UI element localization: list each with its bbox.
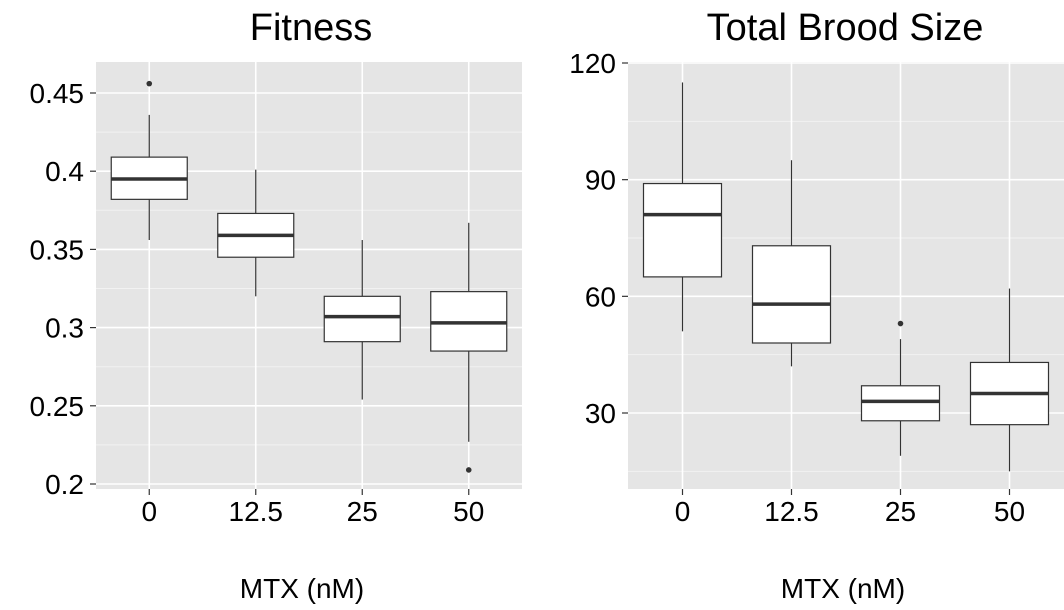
chart-title: Total Brood Size [707, 7, 984, 49]
y-tick-label: 0.45 [30, 78, 85, 109]
y-tick-label: 0.3 [45, 313, 84, 344]
box-12.5 [751, 160, 832, 367]
x-tick-label: 50 [453, 496, 484, 527]
chart-panel-1: 0.2 0.25 0.3 0.35 0.4 0.45 0 12.5 25 50 Fitness MTX… [30, 7, 522, 604]
box-12.5 [217, 169, 295, 297]
x-tick-label: 25 [885, 496, 916, 527]
y-tick-label: 0.4 [45, 156, 84, 187]
box-25 [323, 240, 401, 400]
x-axis-label: MTX (nM) [240, 573, 364, 604]
x-tick-label: 50 [994, 496, 1025, 527]
box-0 [110, 80, 188, 241]
x-tick-label: 0 [675, 496, 691, 527]
box-25 [860, 320, 941, 456]
outlier-point [897, 320, 904, 327]
box-iqr [642, 182, 723, 278]
box-50 [430, 222, 508, 473]
chart-panel-2: 30 60 90 120 0 12.5 25 50 Total Brood Size MTX (n… [569, 7, 1064, 604]
outlier-point [146, 80, 153, 87]
box-iqr [323, 295, 401, 343]
box-0 [642, 82, 723, 332]
y-tick-label: 0.35 [30, 234, 85, 265]
x-tick-label: 0 [141, 496, 157, 527]
x-tick-label: 12.5 [764, 496, 819, 527]
x-axis-label: MTX (nM) [781, 573, 905, 604]
outlier-point [465, 467, 472, 473]
chart-title: Fitness [250, 7, 372, 49]
x-tick-label: 12.5 [229, 496, 284, 527]
box-iqr [751, 245, 832, 344]
y-tick-label: 60 [585, 281, 616, 312]
y-tick-label: 90 [585, 165, 616, 196]
y-tick-label: 0.2 [45, 469, 84, 500]
box-50 [969, 288, 1050, 472]
box-iqr [860, 385, 941, 422]
y-tick-label: 0.25 [30, 391, 85, 422]
y-tick-label: 30 [585, 398, 616, 429]
x-tick-label: 25 [347, 496, 378, 527]
plot-background [96, 62, 522, 489]
y-tick-label: 120 [569, 48, 616, 79]
